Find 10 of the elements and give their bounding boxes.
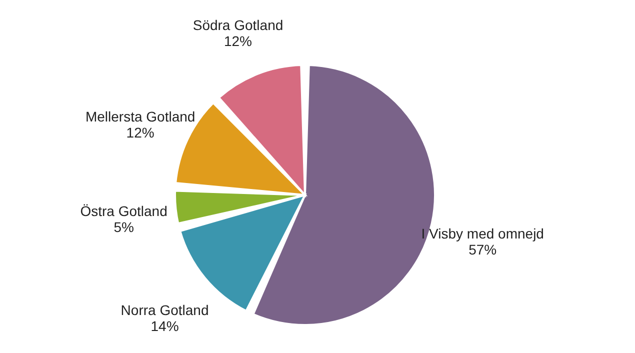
slice-label: Södra Gotland: [192, 16, 284, 33]
data-label: 57%: [468, 242, 497, 258]
slice-label: Norra Gotland: [120, 302, 209, 318]
data-label: 12%: [126, 124, 154, 141]
slice-label: Mellersta Gotland: [85, 108, 196, 125]
slice-label: Östra Gotland: [80, 203, 168, 220]
slice-label: I Visby med omnejd: [421, 226, 544, 242]
data-label: 5%: [114, 219, 134, 236]
data-label: 12%: [224, 32, 252, 49]
data-label: 14%: [150, 318, 179, 334]
